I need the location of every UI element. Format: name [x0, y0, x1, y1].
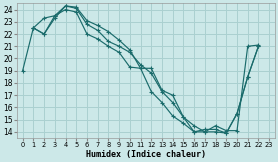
X-axis label: Humidex (Indice chaleur): Humidex (Indice chaleur)	[86, 150, 206, 159]
